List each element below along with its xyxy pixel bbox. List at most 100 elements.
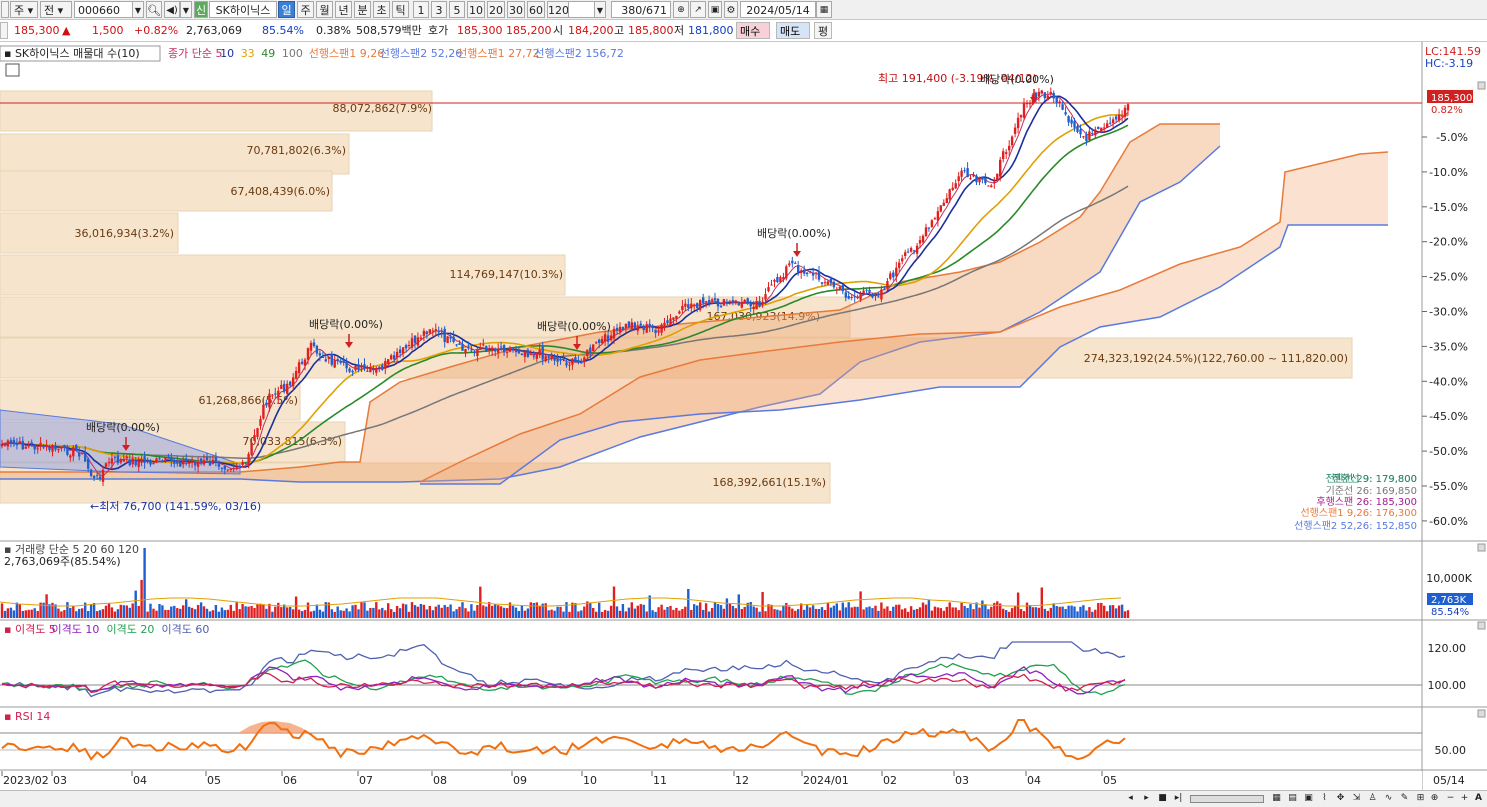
price-legend-item: 선행스팬2 156,72 xyxy=(534,47,623,60)
volume-bar xyxy=(470,604,473,618)
interval-button-120[interactable]: 120 xyxy=(547,1,569,18)
volume-bar xyxy=(568,611,571,618)
interval-button-20[interactable]: 20 xyxy=(487,1,505,18)
candle-body xyxy=(60,446,63,449)
quote-volume: 2,763,069 xyxy=(186,24,242,37)
interval-button-5[interactable]: 5 xyxy=(449,1,465,18)
layout-icon[interactable]: ▤ xyxy=(1288,793,1297,803)
average-button[interactable]: 평 xyxy=(814,22,832,39)
candle-body xyxy=(39,442,42,446)
rsi-line xyxy=(1,719,1126,761)
interval-button-30[interactable]: 30 xyxy=(507,1,525,18)
count-input[interactable]: 380/671 xyxy=(611,1,671,18)
volume-bar xyxy=(309,611,313,618)
volume-bar xyxy=(220,607,224,618)
period-button-1[interactable]: 주 xyxy=(297,1,314,18)
date-input[interactable]: 2024/05/14 xyxy=(740,1,816,18)
volume-bar xyxy=(901,609,904,618)
volume-bar xyxy=(268,603,271,618)
save-icon[interactable]: ▣ xyxy=(708,1,722,18)
volume-bar xyxy=(800,603,803,618)
window-icon[interactable]: ▣ xyxy=(1304,793,1313,803)
candle-body xyxy=(630,322,633,329)
volume-bar xyxy=(779,610,782,618)
zoom-slider[interactable] xyxy=(1190,795,1264,803)
dividend-label: 배당락(0.00%) xyxy=(757,227,831,240)
candle-body xyxy=(811,272,815,276)
plus-icon[interactable]: + xyxy=(1460,793,1469,803)
disparity-axis-100: 100.00 xyxy=(1428,679,1467,692)
volume-bar xyxy=(369,608,372,618)
candle-body xyxy=(268,393,271,408)
pan-icon[interactable]: ✥ xyxy=(1336,793,1345,803)
step-icon[interactable]: ▸| xyxy=(1174,793,1183,803)
fit-icon[interactable]: ⇲ xyxy=(1352,793,1361,803)
zoom-out-icon[interactable]: − xyxy=(1446,793,1455,803)
period-button-6[interactable]: 틱 xyxy=(392,1,409,18)
tool-icon[interactable]: ✎ xyxy=(1400,793,1409,803)
prev-button[interactable]: 전 ▾ xyxy=(40,1,72,18)
candle-body xyxy=(987,185,990,187)
play-icon[interactable]: ▸ xyxy=(1144,793,1149,803)
interval-button-1[interactable]: 1 xyxy=(413,1,429,18)
cursor-icon[interactable]: ↗ xyxy=(690,1,706,18)
volume-bar xyxy=(743,606,746,618)
speaker-icon[interactable]: ◀) xyxy=(164,1,180,18)
period-button-2[interactable]: 월 xyxy=(316,1,333,18)
pct-tag: 0.82% xyxy=(1431,105,1463,116)
scroll-left-icon[interactable]: ◂ xyxy=(1128,793,1133,803)
volume-bar xyxy=(550,609,553,618)
chart-svg[interactable]: 88,072,862(7.9%) 70,781,802(6.3%) 67,408,4… xyxy=(0,42,1487,790)
gear-icon[interactable]: ⚙ xyxy=(724,1,738,18)
stop-icon[interactable]: ■ xyxy=(1158,793,1167,803)
volume-bar xyxy=(951,607,954,618)
volume-bar xyxy=(606,610,610,618)
code-value: 000660 xyxy=(78,4,120,17)
candle-body xyxy=(327,356,330,359)
candle-body xyxy=(797,265,800,273)
chart-type-icon[interactable]: ⌇ xyxy=(1322,793,1327,803)
candle-body xyxy=(244,462,247,464)
zoom-in-icon[interactable]: ⊕ xyxy=(673,1,689,18)
search-icon[interactable]: 🔍︎ xyxy=(146,1,162,18)
person-icon[interactable]: ♙ xyxy=(1368,793,1377,803)
code-input[interactable]: 000660 xyxy=(74,1,144,18)
marker-icon[interactable]: ⊞ xyxy=(1416,793,1425,803)
sell-button[interactable]: 매도 xyxy=(776,22,810,39)
rsi-axis: 50.00 xyxy=(1435,744,1467,757)
candle-body xyxy=(378,366,381,368)
volume-bar xyxy=(1106,611,1109,618)
font-size-icon[interactable]: A xyxy=(1475,793,1482,803)
volume-bar xyxy=(464,608,467,618)
chart-line-icon[interactable]: ∿ xyxy=(1384,793,1393,803)
candle-body xyxy=(1109,122,1112,124)
candle-body xyxy=(755,301,758,310)
zoom-in-bottom-icon[interactable]: ⊕ xyxy=(1430,793,1439,803)
speaker-dropdown-icon[interactable]: ▼ xyxy=(180,1,192,18)
volume-bar xyxy=(393,611,396,618)
market-select[interactable]: 주 ▾ xyxy=(10,1,38,18)
period-button-4[interactable]: 분 xyxy=(354,1,371,18)
calendar-icon[interactable]: ▦ xyxy=(816,1,832,18)
interval-button-10[interactable]: 10 xyxy=(467,1,485,18)
period-button-5[interactable]: 초 xyxy=(373,1,390,18)
interval-button-3[interactable]: 3 xyxy=(431,1,447,18)
candle-body xyxy=(182,460,185,465)
panel-grip[interactable] xyxy=(1,1,9,18)
code-dropdown-icon[interactable]: ▼ xyxy=(132,1,144,18)
candle-body xyxy=(598,339,601,343)
volume-bar xyxy=(889,610,892,618)
period-button-3[interactable]: 년 xyxy=(335,1,352,18)
candle-body xyxy=(309,342,313,351)
volume-bar xyxy=(45,594,48,618)
period-button-0[interactable]: 일 xyxy=(278,1,295,18)
grid-icon[interactable]: ▦ xyxy=(1272,793,1281,803)
interval-button-60[interactable]: 60 xyxy=(527,1,545,18)
interval-dropdown-icon[interactable]: ▼ xyxy=(594,1,606,18)
buy-button[interactable]: 매수 xyxy=(736,22,770,39)
chart-area[interactable]: 88,072,862(7.9%) 70,781,802(6.3%) 67,408,4… xyxy=(0,42,1487,790)
volume-profile-label: 168,392,661(15.1%) xyxy=(712,476,826,489)
candle-body xyxy=(693,304,696,307)
dividend-arrow-head-icon xyxy=(1030,97,1038,103)
volume-bar xyxy=(791,608,794,618)
